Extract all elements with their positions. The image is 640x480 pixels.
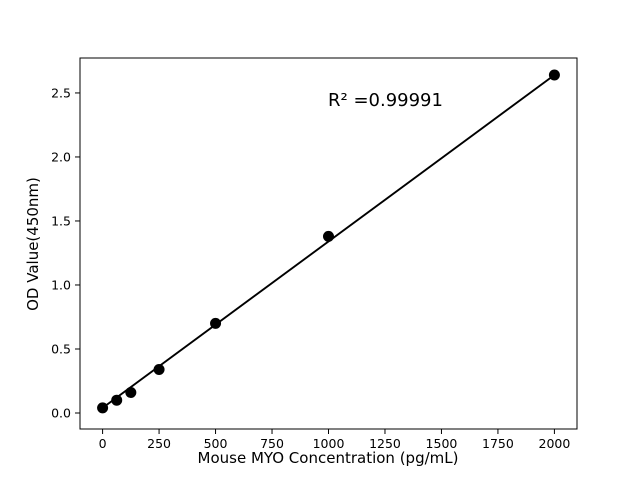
data-point	[210, 317, 222, 329]
y-tick-label: 2.0	[51, 149, 71, 164]
x-tick-label: 1500	[426, 436, 458, 451]
x-tick-label: 2000	[539, 436, 571, 451]
data-point	[97, 402, 109, 414]
x-tick-label: 0	[99, 436, 107, 451]
y-tick-label: 1.0	[51, 277, 71, 292]
x-tick-label: 1750	[482, 436, 514, 451]
x-tick-label: 750	[260, 436, 284, 451]
x-tick-label: 500	[204, 436, 228, 451]
x-tick-label: 1250	[369, 436, 401, 451]
data-point	[111, 394, 123, 406]
data-point	[323, 230, 334, 242]
axes-ticks: 0 250 500 750 1000 1250 1500 1750 2000 0.0 0.5 1.0 1…	[51, 85, 570, 451]
data-point	[125, 387, 137, 399]
data-point	[548, 69, 560, 81]
r-squared-annotation: R² =0.99991	[328, 90, 443, 111]
x-tick-label: 250	[147, 436, 171, 451]
x-axis-label: Mouse MYO Concentration (pg/mL)	[198, 449, 459, 467]
y-tick-label: 0.5	[51, 341, 71, 356]
y-tick-label: 1.5	[51, 213, 71, 228]
data-series	[97, 69, 560, 414]
y-axis-label: OD Value(450nm)	[24, 177, 42, 311]
y-tick-label: 2.5	[51, 85, 71, 100]
y-tick-label: 0.0	[51, 405, 71, 420]
data-point	[153, 363, 165, 375]
x-tick-label: 1000	[313, 436, 345, 451]
